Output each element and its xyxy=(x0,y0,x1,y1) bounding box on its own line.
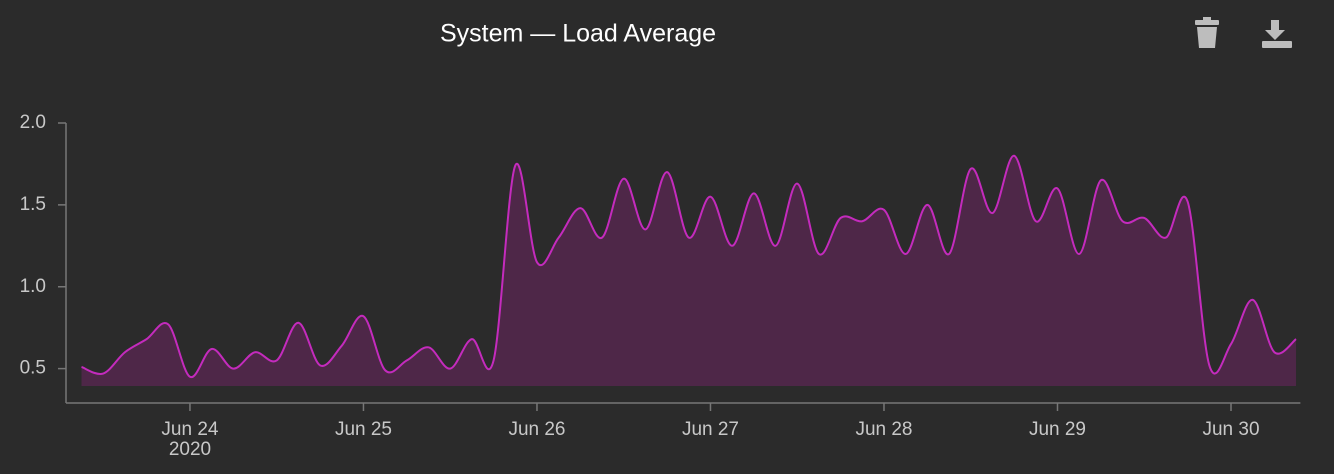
x-tick-label: Jun 30 xyxy=(1202,419,1259,440)
x-tick-label: Jun 29 xyxy=(1029,419,1086,440)
download-button[interactable] xyxy=(1262,20,1292,48)
y-tick-label: 1.5 xyxy=(20,194,46,215)
trash-lid xyxy=(1195,20,1219,25)
y-tick-label: 2.0 xyxy=(20,112,46,133)
y-tick-label: 1.0 xyxy=(20,276,46,297)
x-tick-label: Jun 28 xyxy=(855,419,912,440)
trash-handle xyxy=(1203,17,1211,21)
chart-title: System — Load Average xyxy=(440,20,716,48)
year-label: 2020 xyxy=(169,439,211,460)
x-tick-label: Jun 26 xyxy=(508,419,565,440)
line xyxy=(81,154,1297,378)
x-tick-label: Jun 25 xyxy=(335,419,392,440)
x-tick-label: Jun 27 xyxy=(682,419,739,440)
download-arrow xyxy=(1265,20,1285,40)
trash-can xyxy=(1197,27,1217,48)
x-tick-label: Jun 24 xyxy=(161,419,218,440)
area-fill xyxy=(81,155,1297,386)
download-tray xyxy=(1262,41,1292,48)
y-tick-label: 0.5 xyxy=(20,358,46,379)
delete-button[interactable] xyxy=(1195,17,1219,48)
